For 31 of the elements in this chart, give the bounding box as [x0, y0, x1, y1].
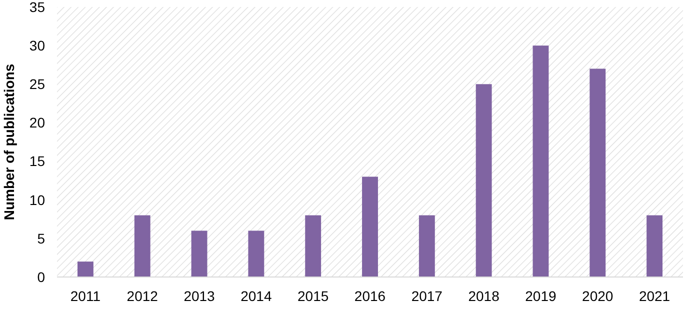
bar: [418, 215, 435, 277]
bar: [134, 215, 150, 277]
bar: [362, 176, 378, 277]
bar: [77, 262, 94, 277]
bar: [532, 46, 549, 277]
x-tick-label: 2016: [354, 288, 386, 304]
bar: [476, 84, 492, 277]
x-tick-label: 2011: [70, 288, 101, 304]
y-tick-label: 25: [29, 76, 46, 92]
y-tick-label: 10: [29, 192, 46, 208]
y-tick-label: 35: [29, 0, 46, 15]
y-tick-label: 0: [37, 268, 46, 285]
y-tick-label: 30: [29, 37, 46, 54]
y-axis-title: Number of publications: [1, 64, 17, 220]
x-tick-label: 2015: [298, 288, 329, 304]
bar: [191, 230, 208, 277]
y-tick-label: 15: [29, 153, 46, 170]
x-tick-label: 2017: [411, 288, 443, 304]
x-tick-label: 2020: [582, 288, 614, 304]
bar: [646, 215, 663, 277]
x-tick-label: 2021: [638, 288, 670, 304]
y-tick-label: 5: [37, 230, 46, 246]
bar: [248, 230, 264, 277]
bar: [305, 215, 322, 277]
x-tick-label: 2014: [240, 288, 272, 304]
x-tick-label: 2013: [184, 288, 216, 304]
x-tick-label: 2012: [126, 288, 158, 304]
y-tick-label: 20: [29, 114, 46, 131]
bar: [590, 68, 606, 277]
x-tick-label: 2019: [525, 288, 557, 304]
x-tick-label: 2018: [468, 288, 500, 304]
